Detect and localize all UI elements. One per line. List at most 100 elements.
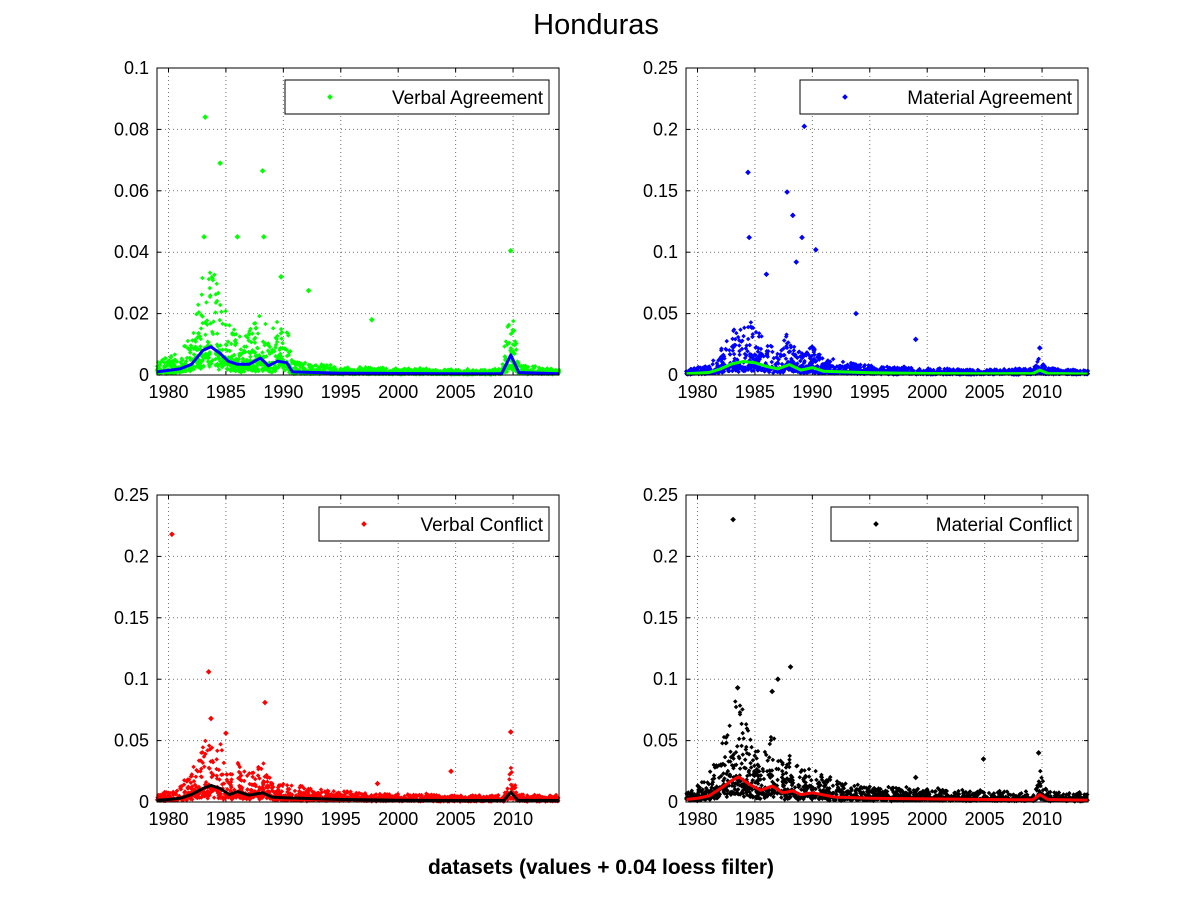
legend: Verbal Agreement [284,79,550,115]
data-point [769,359,775,365]
data-point [224,772,230,778]
x-tick-label: 2005 [436,809,476,829]
data-point [260,350,265,355]
x-tick-label: 1980 [148,382,188,402]
data-point [511,318,516,324]
data-point [724,338,730,344]
data-point [265,779,270,784]
data-point [196,302,201,308]
data-point [265,341,271,346]
outlier-point [260,234,267,240]
outlier-point [202,114,209,120]
legend: Material Agreement [799,79,1079,115]
x-tick-label: 1990 [263,382,303,402]
data-point [280,340,285,346]
data-point [742,325,747,331]
data-point [200,275,205,281]
outlier-point [912,336,919,343]
data-point [221,760,227,766]
data-point [840,359,846,365]
data-point [727,351,733,357]
data-point [748,320,754,325]
y-tick-label: 0.02 [114,304,149,324]
x-tick-label: 2010 [493,382,533,402]
x-tick-label: 1985 [735,382,775,402]
data-point [216,367,222,372]
data-point [775,351,780,357]
y-tick-label: 0.2 [124,546,149,566]
outlier-point [812,246,819,253]
data-point [737,343,742,348]
data-point [248,354,253,359]
data-point [292,788,298,794]
outlier-point [1036,345,1043,351]
data-point [204,300,209,305]
y-tick-label: 0.1 [653,242,678,262]
data-point [263,321,268,327]
x-tick-label: 2000 [907,382,947,402]
data-point [279,336,284,341]
data-point [770,349,775,355]
data-point [231,327,237,332]
outlier-point [201,234,207,240]
data-point [237,334,243,339]
y-tick-label: 0.25 [114,485,149,505]
data-point [219,747,225,753]
data-point [250,331,255,336]
outlier-point [801,123,808,130]
data-point [199,292,205,297]
data-point [267,344,273,350]
data-point [496,366,501,372]
data-point [203,332,208,338]
scatter-points [154,114,562,377]
y-tick-label: 0.15 [643,181,678,201]
y-tick-label: 0.15 [114,608,149,628]
y-tick-label: 0.25 [643,58,678,78]
figure-title: Honduras [533,9,659,41]
data-point [217,302,223,308]
data-point [215,748,220,753]
y-tick-label: 0.04 [114,242,149,262]
data-point [211,795,217,800]
data-point [252,340,258,345]
data-point [791,348,797,353]
data-point [261,761,266,766]
y-tick-label: 0.2 [653,119,678,139]
outlier-point [368,316,375,323]
data-point [710,361,715,367]
legend-label: Material Agreement [907,88,1072,109]
data-point [191,330,196,336]
y-tick-label: 0.06 [114,181,149,201]
data-point [274,319,280,325]
x-tick-label: 2000 [378,809,418,829]
outlier-point [789,212,796,219]
data-point [212,272,217,277]
data-point [255,331,261,336]
outlier-point [746,234,752,241]
outlier-point [784,189,790,195]
data-point [207,285,213,291]
y-tick-label: 0.1 [124,58,149,78]
data-point [514,347,519,352]
x-tick-label: 2010 [1022,382,1062,402]
x-tick-label: 1990 [792,382,832,402]
data-point [242,769,247,774]
x-tick-label: 1980 [677,382,717,402]
outlier-point [278,273,284,280]
data-point [328,362,333,368]
x-tick-label: 2000 [378,382,418,402]
legend-label: Verbal Agreement [392,88,544,109]
y-tick-label: 0.05 [643,304,678,324]
outlier-point [799,234,805,241]
x-tick-label: 2005 [436,382,476,402]
x-tick-label: 1995 [321,382,361,402]
data-point [270,325,276,331]
outlier-point [793,259,800,265]
y-tick-label: 0.05 [114,731,149,751]
data-point [206,276,212,282]
y-tick-label: 0.1 [124,669,149,689]
data-point [741,333,746,339]
